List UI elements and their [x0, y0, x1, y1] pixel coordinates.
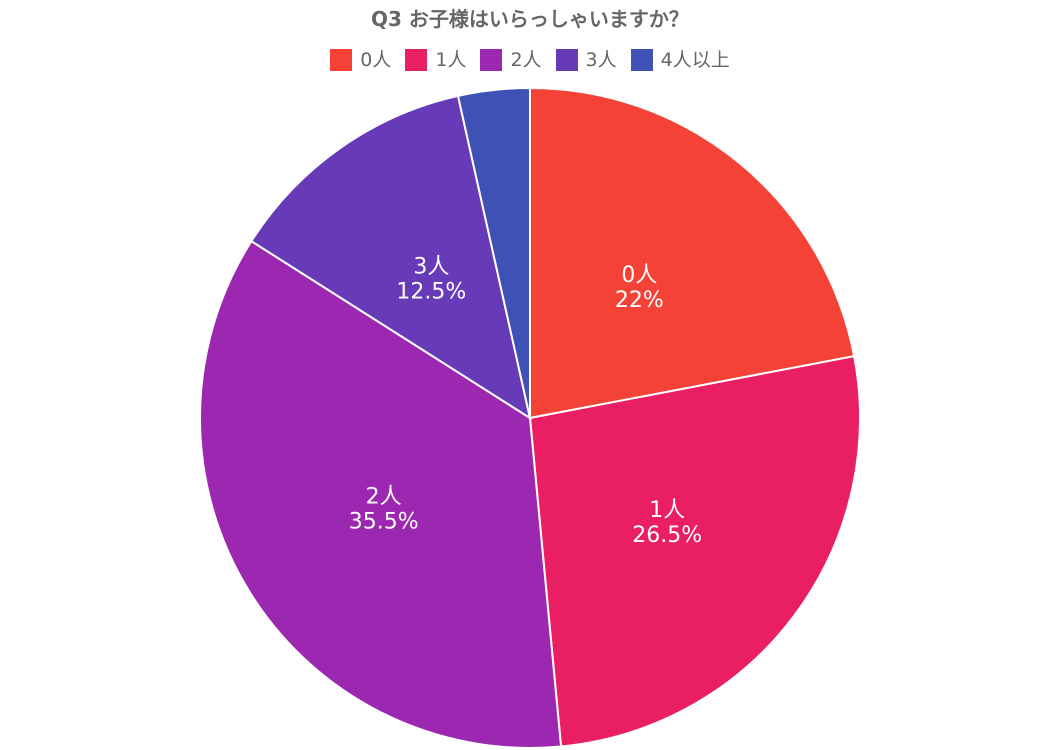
legend-swatch-2 — [480, 49, 503, 71]
pie-slice-3[interactable] — [249, 94, 532, 421]
pie-slice-4[interactable] — [456, 86, 531, 419]
pie-slice-1[interactable] — [528, 354, 861, 748]
pie-slice-2[interactable] — [199, 239, 563, 749]
legend-item-1[interactable]: 1人 — [405, 48, 466, 72]
legend-label-2: 2人 — [510, 49, 542, 71]
legend-item-4[interactable]: 4人以上 — [630, 48, 730, 72]
legend-swatch-3 — [555, 49, 578, 71]
legend-label-4: 4人以上 — [660, 49, 730, 71]
chart-title: Q3 お子様はいらっしゃいますか？ — [371, 7, 689, 31]
pie-slice-0[interactable] — [529, 86, 856, 420]
slice-value-0: 22% — [615, 288, 664, 313]
legend-label-1: 1人 — [435, 49, 467, 71]
legend-swatch-1 — [405, 49, 428, 71]
slice-value-1: 26.5% — [632, 523, 702, 548]
legend-swatch-0 — [330, 49, 353, 71]
slice-label-2: 2人 — [366, 485, 402, 510]
slice-value-2: 35.5% — [349, 510, 419, 535]
slice-label-3: 3人 — [413, 255, 449, 280]
legend-item-0[interactable]: 0人 — [330, 48, 391, 72]
legend-label-0: 0人 — [360, 49, 392, 71]
slice-value-3: 12.5% — [396, 280, 466, 305]
legend-item-2[interactable]: 2人 — [480, 48, 542, 72]
chart-legend: 0人 1人 2人 3人 4人以上 — [0, 48, 1060, 72]
legend-item-3[interactable]: 3人 — [555, 48, 617, 72]
slice-label-0: 0人 — [621, 263, 657, 288]
slice-label-1: 1人 — [649, 498, 685, 523]
legend-label-3: 3人 — [585, 49, 617, 71]
legend-swatch-4 — [630, 49, 653, 71]
